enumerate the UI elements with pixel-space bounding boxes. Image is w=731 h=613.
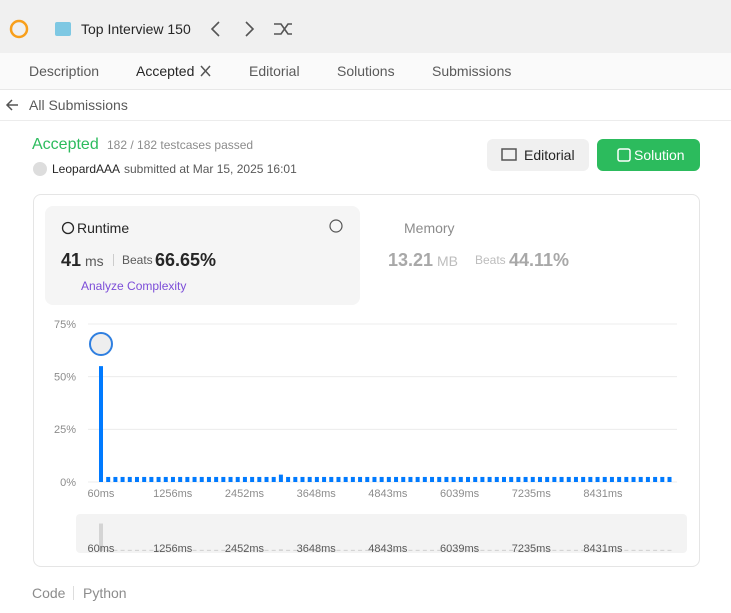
- problem-list-title[interactable]: Top Interview 150: [81, 21, 191, 37]
- analyze-link[interactable]: Analyze Complexity: [81, 279, 187, 293]
- code-language: Python: [73, 586, 127, 600]
- tab-bar: [0, 53, 731, 90]
- beats-label: Beats: [475, 253, 506, 267]
- back-link[interactable]: All Submissions: [29, 97, 128, 113]
- memory-beats: 44.11%: [509, 250, 570, 270]
- range-slider[interactable]: [76, 514, 687, 553]
- runtime-label: Runtime: [77, 220, 130, 236]
- runtime-value: 41: [61, 250, 82, 270]
- back-arrow[interactable]: [5, 99, 18, 111]
- card: [33, 194, 700, 567]
- avatar: [33, 162, 47, 176]
- runtime-panel: [45, 206, 360, 305]
- memory-label[interactable]: Memory: [404, 220, 455, 236]
- button-label[interactable]: Editorial: [524, 147, 575, 163]
- memory-value: 13.21: [388, 250, 434, 270]
- tab[interactable]: Accepted: [136, 63, 195, 79]
- solution-button[interactable]: [597, 139, 700, 171]
- status: Accepted: [32, 136, 99, 153]
- submitted: submitted at Mar 15, 2025 16:01: [124, 162, 297, 176]
- tab[interactable]: Description: [29, 63, 100, 79]
- beats-label: Beats: [113, 254, 153, 266]
- top-bar: [0, 0, 731, 53]
- tab[interactable]: Editorial: [249, 63, 300, 79]
- runtime-unit: ms: [85, 253, 104, 269]
- code-label: Code: [32, 585, 66, 601]
- button-label[interactable]: Solution: [634, 147, 685, 163]
- tab[interactable]: Solutions: [337, 63, 395, 79]
- user[interactable]: LeopardAAA: [52, 162, 121, 176]
- runtime-beats: 66.65%: [155, 250, 217, 270]
- testcases: 182 / 182 testcases passed: [107, 138, 254, 152]
- tab[interactable]: Submissions: [432, 63, 512, 79]
- divider: [0, 120, 731, 121]
- memory-unit: MB: [437, 253, 458, 269]
